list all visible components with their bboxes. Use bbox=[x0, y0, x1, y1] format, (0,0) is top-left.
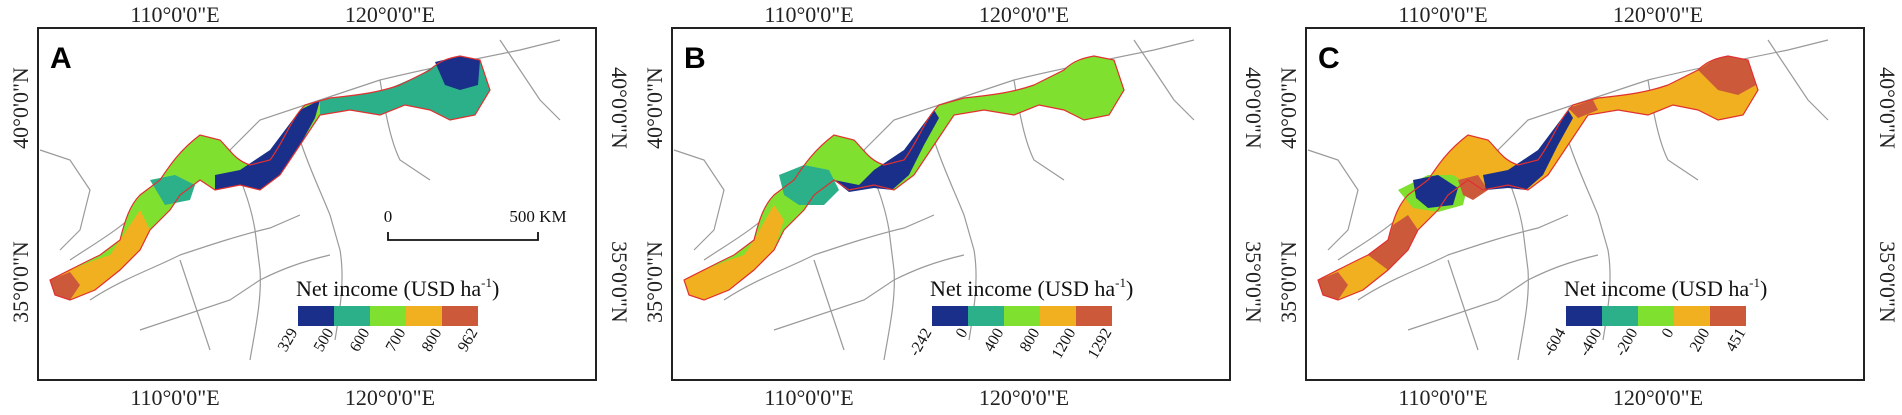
legend-swatch bbox=[370, 306, 406, 326]
lat-label-left-40: 40°0'0"N bbox=[8, 67, 33, 149]
lon-label-top-120: 120°0'0"E bbox=[979, 2, 1069, 27]
legend-title: Net income (USD ha-1) bbox=[930, 275, 1133, 301]
lon-label-top-110: 110°0'0"E bbox=[1398, 2, 1487, 27]
map-canvas-b: 110°0'0"E 120°0'0"E 110°0'0"E 120°0'0"E … bbox=[642, 2, 1266, 410]
lat-label-left-35: 35°0'0"N bbox=[1276, 241, 1301, 323]
lat-label-right-35: 35°0'0"N bbox=[1241, 241, 1266, 323]
lon-label-top-120: 120°0'0"E bbox=[345, 2, 435, 27]
legend-swatch bbox=[1710, 306, 1746, 326]
legend-swatch bbox=[406, 306, 442, 326]
lon-label-bottom-120: 120°0'0"E bbox=[1613, 385, 1703, 410]
legend-swatch bbox=[1004, 306, 1040, 326]
lon-label-top-120: 120°0'0"E bbox=[1613, 2, 1703, 27]
panel-letter: B bbox=[684, 42, 706, 75]
net-income-belt-a bbox=[49, 55, 491, 301]
net-income-belt-b bbox=[683, 55, 1125, 301]
scale-bar: 0 500 KM bbox=[384, 207, 567, 241]
lat-label-right-40: 40°0'0"N bbox=[1241, 67, 1266, 149]
lon-label-bottom-110: 110°0'0"E bbox=[764, 385, 853, 410]
legend-swatch bbox=[932, 306, 968, 326]
map-panel-b: 110°0'0"E 120°0'0"E 110°0'0"E 120°0'0"E … bbox=[634, 0, 1268, 415]
lon-label-bottom-110: 110°0'0"E bbox=[130, 385, 219, 410]
lat-label-left-35: 35°0'0"N bbox=[642, 241, 667, 323]
legend-swatch bbox=[1566, 306, 1602, 326]
panel-letter: A bbox=[50, 42, 72, 75]
scale-bar-start: 0 bbox=[384, 207, 393, 226]
lat-label-left-40: 40°0'0"N bbox=[642, 67, 667, 149]
lon-label-bottom-120: 120°0'0"E bbox=[345, 385, 435, 410]
legend-swatch bbox=[298, 306, 334, 326]
legend-swatch bbox=[1076, 306, 1112, 326]
lat-label-left-35: 35°0'0"N bbox=[8, 241, 33, 323]
lon-label-top-110: 110°0'0"E bbox=[764, 2, 853, 27]
map-panel-a: 110°0'0"E 120°0'0"E 110°0'0"E 120°0'0"E … bbox=[0, 0, 634, 415]
lat-label-right-40: 40°0'0"N bbox=[1875, 67, 1900, 149]
panel-letter: C bbox=[1318, 42, 1340, 75]
map-frame bbox=[37, 27, 597, 381]
scale-bar-end: 500 KM bbox=[509, 207, 566, 226]
legend-swatch bbox=[334, 306, 370, 326]
lat-label-right-35: 35°0'0"N bbox=[607, 241, 632, 323]
lat-label-left-40: 40°0'0"N bbox=[1276, 67, 1301, 149]
lon-label-bottom-110: 110°0'0"E bbox=[1398, 385, 1487, 410]
map-panel-c: 110°0'0"E 120°0'0"E 110°0'0"E 120°0'0"E … bbox=[1268, 0, 1902, 415]
legend-swatch bbox=[1674, 306, 1710, 326]
legend-swatch bbox=[1040, 306, 1076, 326]
legend-swatch bbox=[1638, 306, 1674, 326]
legend-swatch bbox=[1602, 306, 1638, 326]
legend-swatch bbox=[968, 306, 1004, 326]
map-frame bbox=[671, 27, 1231, 381]
net-income-belt-c bbox=[1317, 55, 1759, 301]
map-frame bbox=[1305, 27, 1865, 381]
map-canvas-a: 110°0'0"E 120°0'0"E 110°0'0"E 120°0'0"E … bbox=[8, 2, 632, 410]
legend-title: Net income (USD ha-1) bbox=[296, 275, 499, 301]
legend-title: Net income (USD ha-1) bbox=[1564, 275, 1767, 301]
lon-label-top-110: 110°0'0"E bbox=[130, 2, 219, 27]
legend-swatch bbox=[442, 306, 478, 326]
map-canvas-c: 110°0'0"E 120°0'0"E 110°0'0"E 120°0'0"E … bbox=[1276, 2, 1900, 410]
lat-label-right-40: 40°0'0"N bbox=[607, 67, 632, 149]
lat-label-right-35: 35°0'0"N bbox=[1875, 241, 1900, 323]
lon-label-bottom-120: 120°0'0"E bbox=[979, 385, 1069, 410]
